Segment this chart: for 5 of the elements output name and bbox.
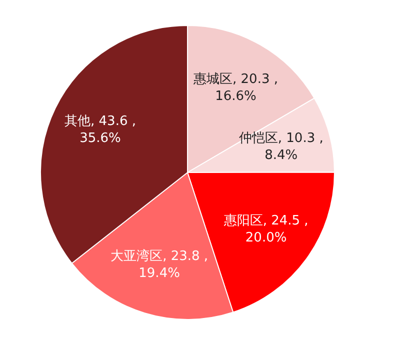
slice-label: 仲恺区, 10.3 , 8.4%: [238, 130, 324, 163]
slice-label: 惠阳区, 24.5 , 20.0%: [222, 213, 308, 246]
slice-label: 其他, 43.6 , 35.6%: [64, 114, 136, 146]
slice-label: 惠城区, 20.3 , 16.6%: [192, 72, 278, 104]
slice-label: 大亚湾区, 23.8 , 19.4%: [110, 248, 208, 282]
